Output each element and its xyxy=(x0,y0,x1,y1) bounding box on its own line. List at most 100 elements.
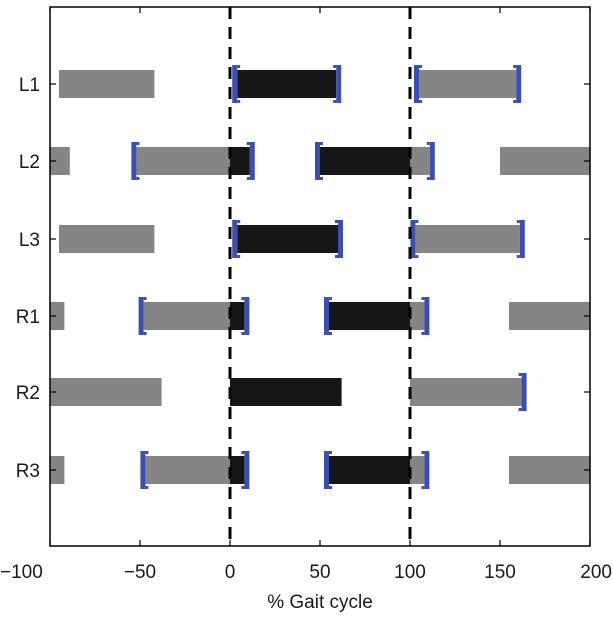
error-bracket-r3-1-right-tab-top xyxy=(241,451,245,454)
error-bracket-l1-2-left-tab-top xyxy=(419,65,422,68)
error-bracket-r1-1-left-bar xyxy=(138,297,144,335)
bar-r3-1 xyxy=(50,456,65,484)
bar-l3-2 xyxy=(237,225,338,253)
error-bracket-l3-1-left-bar xyxy=(232,220,238,258)
error-bracket-r1-2-right-tab-top xyxy=(421,297,425,300)
error-bracket-l1-1-right-tab-bottom xyxy=(333,100,337,103)
error-bracket-r2-1-right-tab-bottom xyxy=(518,408,522,411)
error-bracket-l1-2-right-tab-top xyxy=(513,65,517,68)
error-bracket-r3-2-left-tab-top xyxy=(329,451,332,454)
bar-l2-3 xyxy=(230,147,250,175)
error-bracket-r3-1-right-bar xyxy=(244,451,250,489)
bar-r1-5 xyxy=(410,302,425,330)
bar-r3-4 xyxy=(329,456,410,484)
bar-l2-6 xyxy=(500,147,590,175)
error-bracket-l1-2-right-bar xyxy=(516,65,522,103)
error-bracket-r2-1-right-bar xyxy=(521,373,527,411)
bar-l2-4 xyxy=(320,147,410,175)
error-bracket-l3-2-left-tab-top xyxy=(415,220,419,223)
error-bracket-l1-2-left-bar xyxy=(414,65,419,103)
bar-l1-1 xyxy=(59,70,155,98)
bar-r1-4 xyxy=(329,302,410,330)
error-bracket-l2-2-right-tab-top xyxy=(426,142,430,145)
error-bracket-r3-1-right-tab-bottom xyxy=(241,486,245,489)
error-bracket-r3-1-left-bar xyxy=(140,451,146,489)
error-bracket-l3-1-right-bar xyxy=(338,220,343,258)
error-bracket-l2-2-left-tab-bottom xyxy=(320,177,323,180)
error-bracket-r1-2-left xyxy=(324,297,332,335)
error-bracket-l3-1-right-tab-top xyxy=(335,220,338,223)
row-label-l2: L2 xyxy=(19,152,40,173)
error-bracket-l2-1-right xyxy=(246,142,255,180)
row-label-r2: R2 xyxy=(16,383,40,404)
error-bracket-r1-1-right-bar xyxy=(244,297,250,335)
bar-l2-1 xyxy=(50,147,70,175)
error-bracket-l2-2-right xyxy=(426,142,435,180)
error-bracket-l3-2-right-tab-bottom xyxy=(516,255,520,258)
error-bracket-l2-2-right-bar xyxy=(429,142,435,180)
bar-r1-3 xyxy=(230,302,245,330)
bar-r2-1 xyxy=(50,378,162,406)
error-bracket-l3-2-left-tab-bottom xyxy=(415,255,419,258)
error-bracket-l1-1-left xyxy=(232,65,241,103)
axis-ticks: L1 L2 L3 R1 R2 R3 −100 −50 0 50 100 150 200 xyxy=(0,7,612,583)
error-bracket-r1-1-left-tab-bottom xyxy=(143,332,147,335)
error-bracket-l1-2-left-tab-bottom xyxy=(419,100,422,103)
error-bracket-r1-2-right-tab-bottom xyxy=(421,332,425,335)
error-bracket-r3-2-right-tab-top xyxy=(421,451,425,454)
error-bracket-r1-2-left-tab-top xyxy=(329,297,332,300)
error-bracket-l3-2-right-bar xyxy=(519,220,525,258)
bar-l1-2 xyxy=(237,70,337,98)
bar-r2-3 xyxy=(410,378,522,406)
error-bracket-l2-2-left xyxy=(315,142,323,180)
bar-r3-2 xyxy=(145,456,230,484)
bar-r3-6 xyxy=(509,456,590,484)
bar-l2-5 xyxy=(410,147,430,175)
x-tick-label-0: −100 xyxy=(0,562,43,583)
error-bracket-l3-2-left-bar xyxy=(410,220,416,258)
bar-r2-2 xyxy=(230,378,342,406)
error-bracket-l2-1-left xyxy=(131,142,140,180)
error-bracket-r1-1-left-tab-top xyxy=(143,297,147,300)
error-bracket-l3-2-right-tab-top xyxy=(516,220,520,223)
error-bracket-l2-1-right-tab-bottom xyxy=(246,177,250,180)
row-label-r3: R3 xyxy=(16,461,40,482)
error-bracket-r1-2-right xyxy=(421,297,430,335)
error-bracket-l3-2-left xyxy=(410,220,419,258)
x-axis-title: % Gait cycle xyxy=(267,592,373,613)
error-bracket-l3-1-right-tab-bottom xyxy=(335,255,338,258)
plot-area xyxy=(50,7,590,546)
bar-l3-3 xyxy=(415,225,520,253)
error-bracket-r1-1-left xyxy=(138,297,147,335)
x-tick-label-2: 0 xyxy=(225,562,236,583)
error-bracket-l1-2-right xyxy=(513,65,522,103)
error-bracket-l1-1-right-tab-top xyxy=(333,65,337,68)
error-bracket-r3-1-left xyxy=(140,451,149,489)
x-tick-label-4: 100 xyxy=(394,562,426,583)
error-bracket-r3-2-left xyxy=(324,451,332,489)
error-bracket-l1-1-left-bar xyxy=(232,65,238,103)
x-tick-label-5: 150 xyxy=(484,562,516,583)
error-bracket-r3-2-left-tab-bottom xyxy=(329,486,332,489)
error-bracket-r2-1-right xyxy=(518,373,527,411)
error-bracket-l3-1-left-tab-top xyxy=(237,220,241,223)
error-bracket-l2-2-left-tab-top xyxy=(320,142,323,145)
error-bracket-r2-1-right-tab-top xyxy=(518,373,522,376)
error-bracket-l1-2-right-tab-bottom xyxy=(513,100,517,103)
error-bracket-r3-1-left-tab-top xyxy=(145,451,149,454)
bar-r3-3 xyxy=(230,456,245,484)
error-bracket-l1-1-left-tab-bottom xyxy=(237,100,241,103)
error-bracket-r1-1-right-tab-bottom xyxy=(241,332,245,335)
x-tick-label-6: 200 xyxy=(580,562,612,583)
row-label-l3: L3 xyxy=(19,230,40,251)
error-bracket-l3-1-left xyxy=(232,220,241,258)
error-bracket-l1-1-right xyxy=(333,65,342,103)
bar-l2-2 xyxy=(136,147,230,175)
row-label-l1: L1 xyxy=(19,75,40,96)
error-bracket-l2-1-left-tab-bottom xyxy=(136,177,140,180)
error-bracket-l3-1-left-tab-bottom xyxy=(237,255,241,258)
error-bracket-l2-2-right-tab-bottom xyxy=(426,177,430,180)
error-bracket-l2-1-left-bar xyxy=(131,142,137,180)
error-bracket-l3-1-right xyxy=(335,220,343,258)
